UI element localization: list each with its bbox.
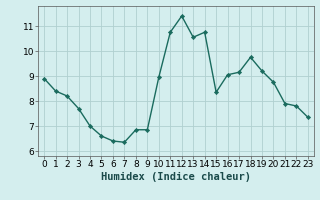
X-axis label: Humidex (Indice chaleur): Humidex (Indice chaleur) <box>101 172 251 182</box>
